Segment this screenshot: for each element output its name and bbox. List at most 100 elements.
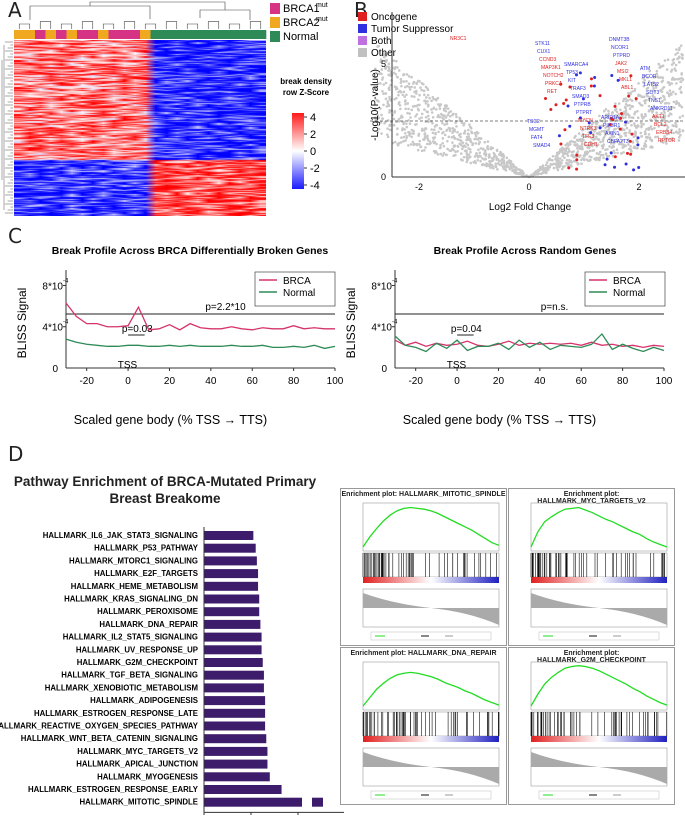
volcano-point (653, 126, 656, 130)
y-tick-exponent: -4 (63, 320, 69, 326)
x-tick-label: 80 (288, 376, 300, 387)
series-legend-label: BRCA (613, 276, 641, 287)
volcano-point (380, 68, 384, 71)
volcano-point (633, 132, 636, 136)
gsea-plot-canvas (362, 661, 500, 800)
volcano-point (402, 90, 406, 94)
volcano-point (612, 115, 615, 118)
volcano-point (639, 121, 643, 125)
volcano-point (628, 107, 632, 110)
volcano-point (652, 115, 656, 119)
volcano-point (582, 135, 585, 139)
volcano-point (405, 79, 408, 83)
volcano-point (647, 109, 651, 113)
volcano-point (405, 93, 408, 97)
volcano-point (592, 133, 595, 137)
volcano-point-highlight (578, 116, 582, 120)
volcano-point (475, 130, 479, 134)
sample-annotation-cell (129, 30, 141, 39)
x-tick-label: 60 (576, 376, 588, 387)
volcano-point (381, 89, 384, 93)
es-frame (530, 661, 668, 711)
volcano-point (620, 142, 623, 146)
sample-annotation-cell (224, 30, 235, 39)
volcano-point (469, 161, 472, 165)
volcano-point (565, 161, 569, 165)
volcano-point (511, 169, 514, 172)
x-tick-label: 40 (205, 376, 217, 387)
volcano-point (671, 136, 674, 140)
volcano-point (426, 137, 430, 140)
volcano-gene-label: TP53 (566, 70, 578, 76)
volcano-gene-label: KIT (568, 78, 576, 84)
volcano-point (483, 150, 487, 154)
pathway-bar (204, 670, 264, 680)
volcano-point (553, 162, 557, 166)
volcano-point (393, 85, 397, 89)
volcano-point (615, 110, 619, 114)
volcano-points (373, 44, 685, 179)
volcano-point (627, 92, 630, 95)
volcano-point-highlight (563, 128, 567, 132)
volcano-point (402, 80, 406, 83)
pathway-bar (204, 543, 256, 553)
volcano-point (520, 173, 524, 177)
volcano-point (580, 158, 583, 162)
volcano-point (615, 140, 619, 143)
volcano-point (632, 135, 636, 139)
volcano-point (653, 96, 656, 99)
volcano-point (661, 94, 665, 98)
volcano-gene-label: NTRK3 (580, 126, 597, 132)
volcano-point (647, 98, 651, 102)
volcano-point (474, 142, 478, 145)
volcano-point (442, 114, 446, 117)
gsea-legend-box (538, 631, 660, 641)
volcano-point (376, 82, 380, 86)
volcano-point (431, 116, 435, 119)
volcano-point (381, 53, 384, 57)
volcano-point (471, 143, 474, 147)
volcano-point (629, 149, 633, 153)
volcano-point (550, 163, 554, 166)
volcano-point (512, 164, 515, 167)
volcano-point (647, 126, 650, 130)
volcano-point (377, 44, 380, 48)
volcano-point (644, 132, 647, 136)
x-tick-label: -20 (79, 376, 94, 387)
volcano-point (430, 99, 433, 103)
volcano-point (668, 89, 672, 92)
volcano-point (428, 96, 431, 100)
volcano-point (627, 121, 630, 124)
volcano-point (467, 128, 470, 132)
volcano-point (413, 86, 417, 89)
volcano-x-tick: -2 (415, 182, 423, 192)
right-profile-title: Break Profile Across Random Genes (434, 245, 617, 257)
volcano-point (514, 166, 518, 170)
volcano-point (435, 142, 438, 146)
volcano-point (651, 94, 655, 97)
volcano-point (601, 153, 605, 157)
volcano-point (563, 165, 566, 168)
volcano-point (488, 164, 491, 168)
volcano-point (408, 112, 411, 115)
volcano-point (396, 133, 399, 136)
volcano-point (633, 87, 637, 91)
volcano-point (626, 112, 630, 116)
volcano-point (437, 130, 440, 134)
volcano-gene-label: MAP3K1 (541, 65, 561, 71)
volcano-point (432, 149, 436, 153)
volcano-point (384, 81, 388, 85)
volcano-point (461, 141, 465, 145)
volcano-point (376, 130, 380, 134)
volcano-point (601, 146, 604, 150)
volcano-point (424, 115, 428, 119)
volcano-point (437, 113, 440, 117)
volcano-point (627, 138, 630, 141)
volcano-point (413, 95, 416, 99)
volcano-point (564, 147, 567, 151)
volcano-point (432, 97, 435, 101)
volcano-point (613, 140, 617, 144)
volcano-point (395, 59, 398, 63)
volcano-gene-label: JAK2 (615, 61, 627, 67)
